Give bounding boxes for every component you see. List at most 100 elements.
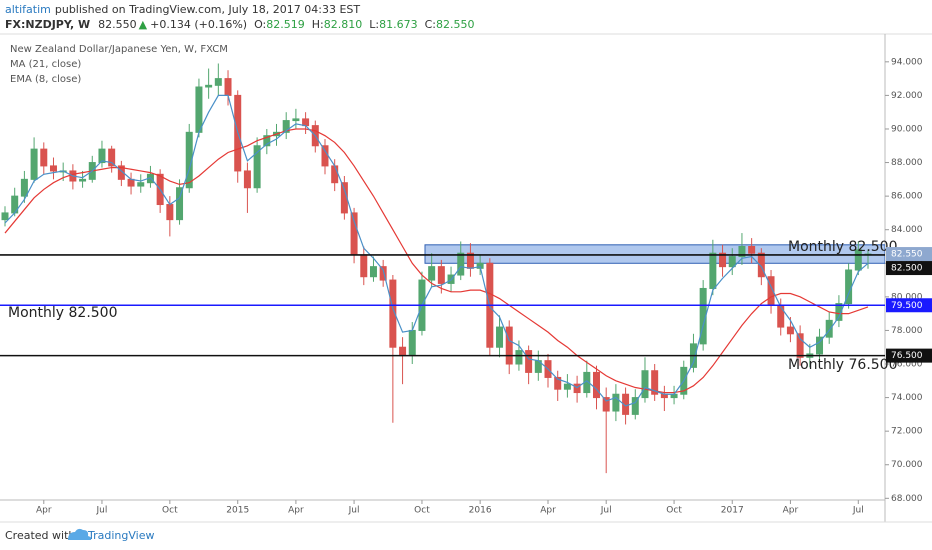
- quote-value: 81.673: [379, 18, 418, 31]
- candle-body: [525, 350, 533, 373]
- y-tick-label: 86.000: [891, 192, 923, 202]
- x-tick-label: Jul: [96, 506, 108, 516]
- x-tick-label: Oct: [414, 506, 430, 516]
- y-tick-label: 90.000: [891, 124, 923, 134]
- candle-body: [757, 252, 765, 278]
- y-tick-label: 68.000: [891, 494, 923, 504]
- candle-body: [515, 350, 523, 365]
- candle-body: [825, 319, 833, 338]
- candle-body: [127, 178, 135, 187]
- candle-body: [321, 145, 329, 167]
- candle-body: [748, 245, 756, 254]
- price-label: 79.500: [891, 301, 923, 311]
- published: published on TradingView.com, July 18, 2…: [55, 3, 361, 16]
- x-tick-label: Apr: [783, 506, 799, 516]
- candle-body: [98, 148, 106, 164]
- candle-body: [253, 145, 261, 189]
- y-tick-label: 80.000: [891, 292, 923, 302]
- chart-title: New Zealand Dollar/Japanese Yen, W, FXCM: [10, 44, 228, 55]
- candle-body: [369, 266, 377, 278]
- candle-body: [205, 84, 213, 88]
- candle-body: [1, 212, 9, 221]
- x-tick-label: Apr: [540, 506, 556, 516]
- candle-body: [224, 78, 232, 96]
- y-tick-label: 70.000: [891, 460, 923, 470]
- candle-body: [40, 148, 48, 167]
- y-tick-label: 84.000: [891, 225, 923, 235]
- quote-key: L:: [369, 18, 379, 31]
- x-tick-label: Apr: [288, 506, 304, 516]
- candle-body: [777, 304, 785, 328]
- x-tick-label: Jul: [348, 506, 360, 516]
- y-tick-label: 88.000: [891, 158, 923, 168]
- candle-body: [389, 279, 397, 348]
- x-tick-label: Apr: [36, 506, 52, 516]
- header-line: altifatim published on TradingView.com, J…: [5, 3, 360, 16]
- candle-body: [282, 120, 290, 133]
- candle-body: [602, 397, 610, 412]
- candle-body: [166, 204, 174, 221]
- candle-body: [796, 333, 804, 358]
- candle-body: [709, 252, 717, 289]
- indicator-line: [4, 94, 869, 407]
- x-tick-label: 2017: [721, 506, 744, 516]
- annotation: Monthly 76.500: [788, 357, 898, 373]
- candle-body: [399, 346, 407, 357]
- quote-line: FX:NZDJPY, W 82.550 ▲ +0.134 (+0.16%) O:82.5…: [5, 18, 474, 31]
- candle-body: [302, 118, 310, 127]
- candle-body: [651, 370, 659, 395]
- candle-body: [408, 329, 416, 357]
- candle-body: [176, 187, 184, 221]
- legend-entry: EMA (8, close): [10, 74, 81, 85]
- quote-key: H:: [312, 18, 324, 31]
- candle-body: [719, 252, 727, 268]
- footer-text: Created with: [5, 529, 75, 542]
- candle-body: [137, 182, 145, 187]
- candle-body: [573, 383, 581, 394]
- author[interactable]: altifatim: [5, 3, 51, 16]
- price-label-box: [886, 298, 932, 313]
- quote-key: O:: [254, 18, 266, 31]
- candle-body: [379, 266, 387, 281]
- quote-value: 82.810: [324, 18, 363, 31]
- candle-body: [79, 178, 87, 182]
- x-tick-label: 2016: [469, 506, 492, 516]
- last: 82.550: [98, 18, 137, 31]
- x-tick-label: Jul: [852, 506, 864, 516]
- candle-body: [263, 135, 271, 147]
- candle-body: [563, 383, 571, 390]
- annotation: Monthly 82.500: [788, 239, 898, 255]
- zone: [424, 244, 885, 264]
- arrow: ▲: [139, 18, 148, 31]
- candle-body: [30, 148, 38, 180]
- x-tick-label: Oct: [162, 506, 178, 516]
- quote-value: 82.519: [266, 18, 305, 31]
- candle-body: [428, 266, 436, 281]
- candle-body: [457, 252, 465, 276]
- candle-body: [816, 336, 824, 355]
- candle-body: [854, 249, 862, 271]
- change: +0.134 (+0.16%): [150, 18, 247, 31]
- candle-body: [195, 86, 203, 133]
- candle-body: [631, 397, 639, 415]
- candle-body: [592, 371, 600, 399]
- candle-body: [496, 326, 504, 348]
- x-tick-label: Oct: [666, 506, 682, 516]
- brand[interactable]: TradingView: [87, 529, 154, 542]
- candle-body: [360, 254, 368, 278]
- x-tick-label: Jul: [600, 506, 612, 516]
- logo[interactable]: [68, 528, 92, 540]
- y-tick-label: 94.000: [891, 57, 923, 67]
- candle-body: [49, 165, 57, 172]
- candle-body: [786, 326, 794, 335]
- candle-body: [728, 256, 736, 268]
- candle-body: [117, 165, 125, 180]
- y-tick-label: 78.000: [891, 326, 923, 336]
- y-tick-label: 72.000: [891, 427, 923, 437]
- candle-body: [108, 148, 116, 167]
- quote-key: C:: [425, 18, 436, 31]
- candle-body: [641, 370, 649, 399]
- candle-body: [612, 393, 620, 412]
- candle-body: [505, 326, 513, 365]
